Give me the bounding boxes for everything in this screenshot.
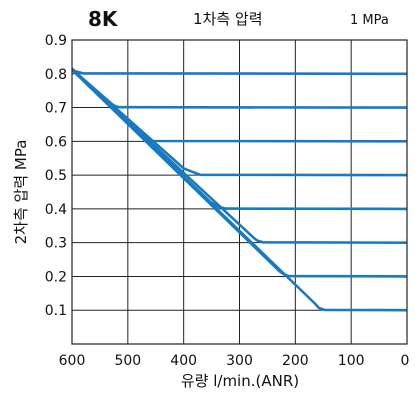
series-line-2 [72, 67, 407, 109]
series-line-3 [72, 67, 407, 143]
plot-frame [71, 39, 408, 345]
y-tick-label-2: 0.3 [45, 236, 67, 252]
series-lines [72, 67, 407, 312]
y-tick-label-1: 0.2 [45, 269, 67, 285]
series-line-4 [72, 67, 407, 177]
x-tick-label-0: 600 [59, 353, 86, 369]
y-tick-label-3: 0.4 [45, 202, 67, 218]
series-line-1 [72, 67, 407, 76]
x-tick-label-1: 500 [114, 353, 141, 369]
chart-title: 1차측 압력 [193, 10, 263, 28]
y-tick-label-8: 0.9 [45, 33, 67, 49]
y-tick-label-5: 0.6 [45, 134, 67, 150]
y-axis-title: 2차측 압력 MPa [12, 140, 30, 245]
y-tick-label-6: 0.7 [45, 101, 67, 117]
x-tick-label-2: 400 [170, 353, 197, 369]
y-tick-label-0: 0.1 [45, 303, 67, 319]
x-tick-label-6: 0 [401, 353, 410, 369]
x-tick-label-5: 100 [338, 353, 365, 369]
series-line-6 [72, 67, 407, 244]
model-label: 8K [88, 7, 119, 31]
x-tick-label-4: 200 [282, 353, 309, 369]
tick-labels: 0.1 0.2 0.3 0.4 0.5 0.6 0.7 0.8 0.9 600 500 400 300 2… [45, 33, 410, 369]
primary-pressure-value: 1 MPa [350, 13, 389, 28]
grid [71, 39, 408, 344]
x-tick-label-3: 300 [226, 353, 253, 369]
series-line-8 [72, 67, 407, 312]
x-axis-title: 유량 l/min.(ANR) [181, 372, 299, 390]
y-tick-label-4: 0.5 [45, 168, 67, 184]
series-line-5 [72, 67, 407, 211]
y-tick-label-7: 0.8 [45, 67, 67, 83]
series-line-7 [72, 67, 407, 278]
